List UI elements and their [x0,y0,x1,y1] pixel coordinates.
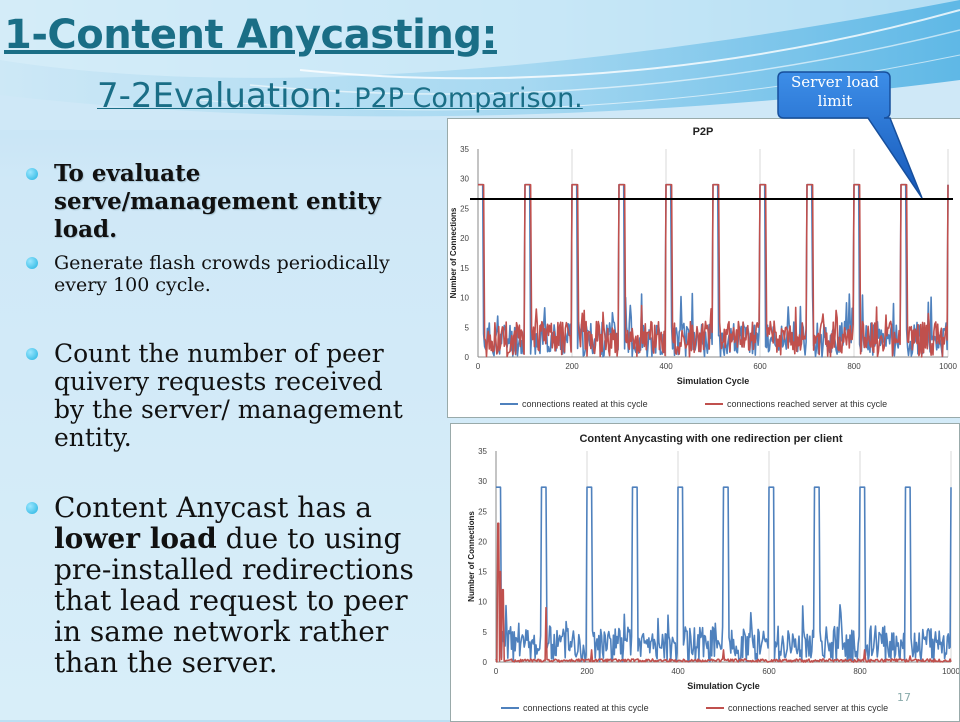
y-tick-label: 15 [460,264,469,273]
chart-title: P2P [693,126,714,138]
y-tick-label: 30 [460,175,469,184]
p2p-chart: P2P 0 200 400 600 800 1000 0 5 10 15 20 25 30 35 Simula… [447,118,960,418]
x-tick-label: 1000 [939,362,957,371]
y-tick-label: 20 [478,537,487,546]
legend-label: connections reated at this cycle [522,399,648,409]
series-line-created [496,486,952,663]
x-tick-label: 400 [671,667,685,676]
x-tick-label: 400 [659,362,673,371]
bullet-lower-load: Content Anycast has a lower load due to … [26,492,414,678]
y-tick-label: 0 [465,353,470,362]
y-tick-label: 10 [478,598,487,607]
x-tick-label: 1000 [942,667,959,676]
p2p-chart-svg: P2P 0 200 400 600 800 1000 0 5 10 15 20 25 30 35 Simula… [449,126,957,409]
y-tick-label: 15 [478,568,487,577]
y-tick-label: 10 [460,294,469,303]
anycast-chart-svg: Content Anycasting with one redirection … [467,433,959,713]
x-axis-label: Simulation Cycle [677,376,750,386]
legend-label: connections reached server at this cycle [727,399,887,409]
bullet-count-requests: Count the number of peer quivery request… [26,340,414,452]
x-tick-label: 800 [847,362,861,371]
y-tick-label: 25 [478,507,487,516]
bullet-evaluate-load: To evaluate serve/management entity load… [26,160,434,244]
subtitle-evaluation: 7-2Evaluation: [97,76,355,116]
bullet-lower-load-bold: lower load [54,522,217,555]
legend-label: connections reated at this cycle [523,703,649,713]
y-tick-label: 20 [460,234,469,243]
y-tick-label: 25 [460,204,469,213]
x-tick-label: 0 [494,667,499,676]
y-tick-label: 35 [460,145,469,154]
bullet-lower-load-pre: Content Anycast has a [54,491,372,524]
x-axis-label: Simulation Cycle [687,681,760,691]
y-axis-label: Number of Connections [467,511,476,602]
y-tick-label: 35 [478,447,487,456]
slide-title: 1-Content Anycasting: [4,12,497,58]
x-tick-label: 600 [762,667,776,676]
x-tick-label: 600 [753,362,767,371]
series-line-reached [495,522,952,663]
y-tick-label: 5 [483,628,488,637]
chart-title: Content Anycasting with one redirection … [579,433,842,445]
x-tick-label: 200 [565,362,579,371]
slide-subtitle: 7-2Evaluation: P2P Comparison. [97,76,583,116]
x-tick-label: 200 [580,667,594,676]
bullet-flash-crowds: Generate flash crowds periodically every… [26,252,439,296]
x-tick-label: 0 [476,362,481,371]
legend-label: connections reached server at this cycle [728,703,888,713]
y-axis-label: Number of Connections [449,207,458,298]
anycast-chart: Content Anycasting with one redirection … [450,423,960,722]
subtitle-comparison: P2P Comparison. [354,83,583,114]
bullet-lower-load-post: due to using pre-installed redirections … [54,522,414,679]
y-tick-label: 0 [483,658,488,667]
page-number: 17 [897,691,911,704]
y-tick-label: 30 [478,477,487,486]
series-line-reached [478,183,949,358]
callout-label: Server load limit [791,73,879,110]
header-wave-background [0,0,960,130]
server-load-limit-line [470,198,953,200]
y-tick-label: 5 [465,323,470,332]
x-tick-label: 800 [853,667,867,676]
